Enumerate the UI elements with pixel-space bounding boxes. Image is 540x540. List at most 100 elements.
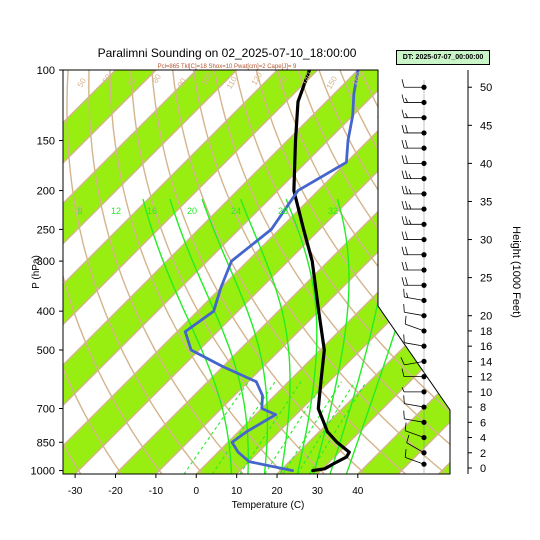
wind-barb (404, 449, 427, 467)
wind-barb-flag (401, 261, 405, 271)
wind-barb-flag (405, 124, 408, 134)
mixing-ratio-line (236, 381, 302, 474)
moist-adiabat (239, 198, 291, 474)
wind-barb (400, 357, 427, 366)
wind-barb-flag (401, 200, 405, 210)
wind-barb-flag (401, 170, 405, 179)
wind-barb-flag (405, 231, 408, 240)
wind-barb (401, 155, 427, 166)
dry-adiabat (63, 70, 126, 474)
dry-adiabat (88, 70, 249, 474)
height-axis-label: Height (1000 Feet) (510, 226, 522, 318)
temperature-profile (292, 70, 351, 473)
wind-barb-flag (401, 231, 405, 240)
height-tick-label: 30 (480, 235, 492, 247)
height-tick-label: 40 (480, 158, 492, 170)
wind-barb-flag (403, 334, 405, 343)
wind-barb-staff (404, 403, 425, 408)
wind-barb (404, 315, 427, 334)
isotherm-line (115, 70, 450, 474)
height-tick-label: 20 (480, 311, 492, 323)
dry-adiabat (172, 70, 412, 474)
wind-barb (401, 368, 427, 380)
temperature-tick-label: -30 (68, 486, 83, 497)
wind-barb-flag (408, 219, 412, 225)
isotherm-line (63, 70, 278, 474)
pressure-tick-label: 500 (37, 345, 55, 357)
moist-adiabat (142, 198, 233, 474)
height-tick-label: 45 (480, 120, 492, 132)
wind-barb-flag (401, 79, 405, 88)
wind-barb-flag (401, 368, 405, 377)
wind-barb-flag (403, 395, 405, 404)
wind-barb-flag (401, 124, 405, 134)
pressure-tick-label: 250 (37, 224, 55, 236)
height-tick-label: 50 (480, 82, 492, 94)
dry-adiabat (63, 70, 85, 474)
temperature-tick-label: 40 (352, 486, 364, 497)
mixing-ratio-line (293, 381, 356, 474)
height-tick-label: 35 (480, 196, 492, 208)
wind-barb (401, 94, 427, 106)
wind-barb (401, 387, 427, 395)
isotherm-line (63, 70, 157, 474)
wind-barb (401, 246, 427, 258)
wind-barb-flag (405, 277, 408, 286)
wind-barb-flag (405, 216, 408, 225)
wind-barb-staff (404, 418, 425, 423)
wind-barb-flag (408, 173, 412, 179)
temperature-tick-label: -10 (149, 486, 164, 497)
wind-barb-flag (401, 185, 405, 194)
pressure-tick-label: 400 (37, 306, 55, 318)
wind-barb (401, 79, 427, 90)
wind-barb-flag (401, 246, 405, 255)
wind-barb-flag (405, 185, 408, 194)
temperature-tick-label: 20 (271, 486, 283, 497)
pressure-tick-label: 300 (37, 256, 55, 268)
wind-barb-flag (405, 200, 408, 210)
wind-barb (403, 395, 427, 410)
pressure-axis-label: P (hPa) (31, 255, 42, 289)
temperature-tick-label: -20 (108, 486, 123, 497)
dry-adiabat (465, 70, 540, 479)
wind-barb-flag (405, 113, 408, 118)
moist-adiabat (285, 198, 318, 474)
mixing-ratio-label: 24 (231, 206, 241, 216)
wind-barb (401, 216, 427, 227)
isotherm-line (63, 70, 238, 474)
height-tick-label: 25 (480, 273, 492, 285)
wind-barb-flag (401, 387, 405, 393)
dewpoint-profile (183, 70, 360, 472)
wind-barb-flag (401, 155, 405, 164)
wind-barb (401, 231, 427, 243)
chart-subtitle: Pcl=865 Tkl[C]=18 Shox=10 Pwat[cm]=2 Cap… (158, 64, 297, 70)
wind-barb-flag (406, 292, 409, 298)
dry-adiabat (66, 70, 208, 474)
wind-barb-staff (404, 342, 425, 347)
wind-barb-flag (406, 434, 410, 443)
wind-barb (401, 261, 427, 273)
wind-barb-flag (405, 155, 408, 164)
wind-barb-flag (408, 204, 412, 210)
pressure-tick-label: 850 (37, 437, 55, 449)
wind-barb (406, 434, 427, 456)
temperature-tick-label: 0 (193, 486, 199, 497)
wind-barb (403, 410, 427, 425)
mixing-ratio-label: 12 (111, 206, 121, 216)
chart-title: Paralimni Sounding on 02_2025-07-10_18:0… (98, 46, 357, 60)
height-tick-label: 10 (480, 387, 492, 399)
moist-adiabat (311, 198, 350, 474)
isotherm-line (276, 70, 450, 474)
dry-adiabat-label: -30 (70, 205, 82, 214)
isotherm-line (155, 70, 450, 474)
isotherm-line (63, 70, 399, 474)
height-tick-label: 16 (480, 341, 492, 353)
wind-barb-staff (405, 323, 425, 332)
plot-frame (62, 69, 451, 475)
wind-barb-staff (404, 311, 425, 317)
wind-barb-flag (401, 216, 405, 225)
wind-barb (401, 170, 427, 182)
wind-barb-flag (403, 288, 405, 298)
